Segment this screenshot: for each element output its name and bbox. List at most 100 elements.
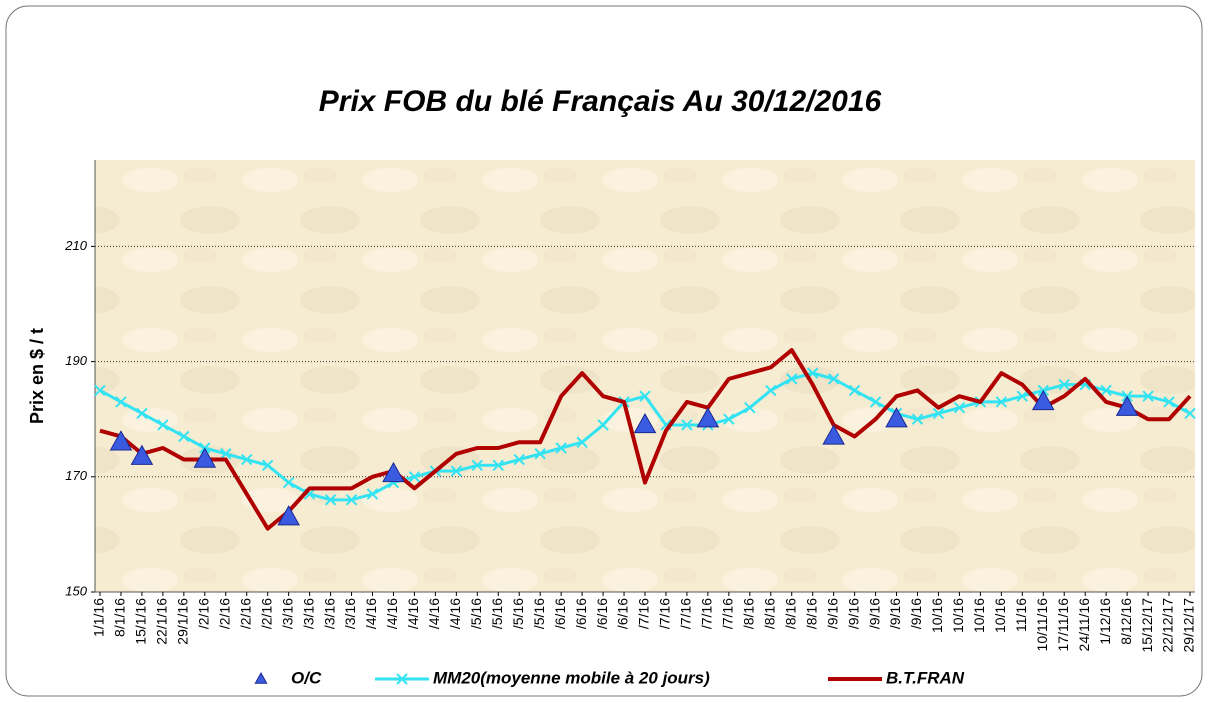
x-tick-label: /9/16 xyxy=(845,598,861,629)
x-tick-label: 10/16 xyxy=(992,598,1008,633)
x-marker xyxy=(639,390,651,402)
x-tick-label: /5/16 xyxy=(468,598,484,629)
x-marker xyxy=(576,436,588,448)
plot-area xyxy=(95,160,1195,592)
x-tick-label: 15/1/16 xyxy=(133,598,149,645)
x-tick-label: /7/16 xyxy=(699,598,715,629)
x-tick-label: 10/16 xyxy=(950,598,966,633)
x-tick-label: 11/16 xyxy=(1013,598,1029,632)
x-tick-label: /6/16 xyxy=(552,598,568,629)
x-tick-label: /3/16 xyxy=(321,598,337,629)
x-tick-label: 8/1/16 xyxy=(112,598,128,637)
x-tick-label: /9/16 xyxy=(887,598,903,629)
x-marker xyxy=(786,373,798,385)
y-tick-label: 170 xyxy=(65,468,87,483)
triangle-marker xyxy=(130,444,154,465)
x-tick-label: /9/16 xyxy=(866,598,882,629)
x-tick-label: /6/16 xyxy=(615,598,631,629)
x-marker xyxy=(597,419,609,431)
x-marker xyxy=(178,430,190,443)
x-marker xyxy=(366,488,379,500)
x-marker xyxy=(765,384,777,397)
x-marker xyxy=(261,459,274,471)
x-marker xyxy=(932,407,945,420)
x-tick-label: /5/16 xyxy=(489,598,505,629)
x-tick-label: 8/12/16 xyxy=(1118,598,1134,645)
x-marker xyxy=(94,384,106,397)
x-tick-label: /9/16 xyxy=(908,598,924,629)
triangle-marker xyxy=(277,505,300,526)
x-tick-label: 22/1/16 xyxy=(154,598,170,645)
x-tick-label: /3/16 xyxy=(279,598,295,629)
x-marker xyxy=(1184,407,1196,420)
x-tick-label: /7/16 xyxy=(636,598,652,629)
legend-symbol xyxy=(396,673,408,685)
x-tick-label: /2/16 xyxy=(216,598,232,629)
x-tick-label: 10/16 xyxy=(929,598,945,633)
legend-label: MM20(moyenne mobile à 20 jours) xyxy=(433,668,710,687)
x-tick-label: /8/16 xyxy=(803,598,819,629)
x-tick-label: /4/16 xyxy=(426,598,442,629)
x-tick-label: 29/1/16 xyxy=(175,598,191,645)
x-tick-label: 22/12/17 xyxy=(1160,598,1176,653)
x-marker xyxy=(995,396,1008,408)
x-tick-label: /2/16 xyxy=(196,598,212,629)
x-tick-label: /3/16 xyxy=(342,598,358,629)
legend-label: B.T.FRAN xyxy=(886,668,965,687)
x-marker xyxy=(1163,396,1175,408)
legend-label: O/C xyxy=(291,668,322,687)
x-marker xyxy=(869,396,882,408)
x-marker xyxy=(681,419,693,431)
triangle-marker xyxy=(822,424,845,445)
triangle-marker xyxy=(382,461,405,483)
y-tick-label: 210 xyxy=(64,238,87,253)
triangle-marker xyxy=(696,407,720,428)
x-marker xyxy=(1142,390,1154,402)
x-tick-label: 1/1/16 xyxy=(91,598,107,637)
x-marker xyxy=(345,494,358,506)
triangle-marker xyxy=(193,447,217,468)
y-tick-label: 150 xyxy=(65,583,87,598)
legend-symbol xyxy=(254,671,268,684)
x-marker xyxy=(1100,384,1112,397)
x-marker xyxy=(827,373,840,385)
x-tick-label: 1/12/16 xyxy=(1097,598,1113,645)
x-marker xyxy=(555,442,567,454)
x-tick-label: /7/16 xyxy=(657,598,673,629)
x-marker xyxy=(492,459,504,471)
x-marker xyxy=(241,453,253,466)
x-tick-label: /5/16 xyxy=(510,598,526,629)
y-tick-label: 190 xyxy=(65,353,87,368)
x-marker xyxy=(1016,390,1029,402)
x-tick-label: 10/16 xyxy=(971,598,987,633)
x-marker xyxy=(115,396,127,408)
x-tick-label: /4/16 xyxy=(447,598,463,629)
x-marker xyxy=(157,419,169,431)
x-tick-label: /4/16 xyxy=(384,598,400,629)
x-tick-label: 10/11/16 xyxy=(1034,598,1050,652)
triangle-marker xyxy=(633,412,657,434)
x-marker xyxy=(136,407,148,420)
triangle-marker xyxy=(1115,395,1139,416)
x-tick-label: 29/12/17 xyxy=(1181,598,1197,653)
x-tick-label: /7/16 xyxy=(678,598,694,629)
x-marker xyxy=(911,413,924,425)
x-tick-label: /4/16 xyxy=(363,598,379,629)
x-tick-label: /6/16 xyxy=(594,598,610,629)
x-marker xyxy=(953,401,966,414)
x-marker xyxy=(450,465,463,477)
x-tick-label: /5/16 xyxy=(531,598,547,629)
x-marker xyxy=(282,476,295,489)
x-tick-label: 15/12/17 xyxy=(1139,598,1155,653)
x-tick-label: /6/16 xyxy=(573,598,589,629)
chart-title: Prix FOB du blé Français Au 30/12/2016 xyxy=(319,85,882,118)
x-tick-label: /8/16 xyxy=(741,598,757,629)
x-tick-label: /2/16 xyxy=(258,598,274,629)
x-tick-label: 24/11/16 xyxy=(1076,598,1092,652)
x-marker xyxy=(744,401,756,414)
x-tick-label: /8/16 xyxy=(761,598,777,629)
x-marker xyxy=(513,453,525,466)
x-marker xyxy=(534,448,546,460)
x-marker xyxy=(471,459,484,471)
